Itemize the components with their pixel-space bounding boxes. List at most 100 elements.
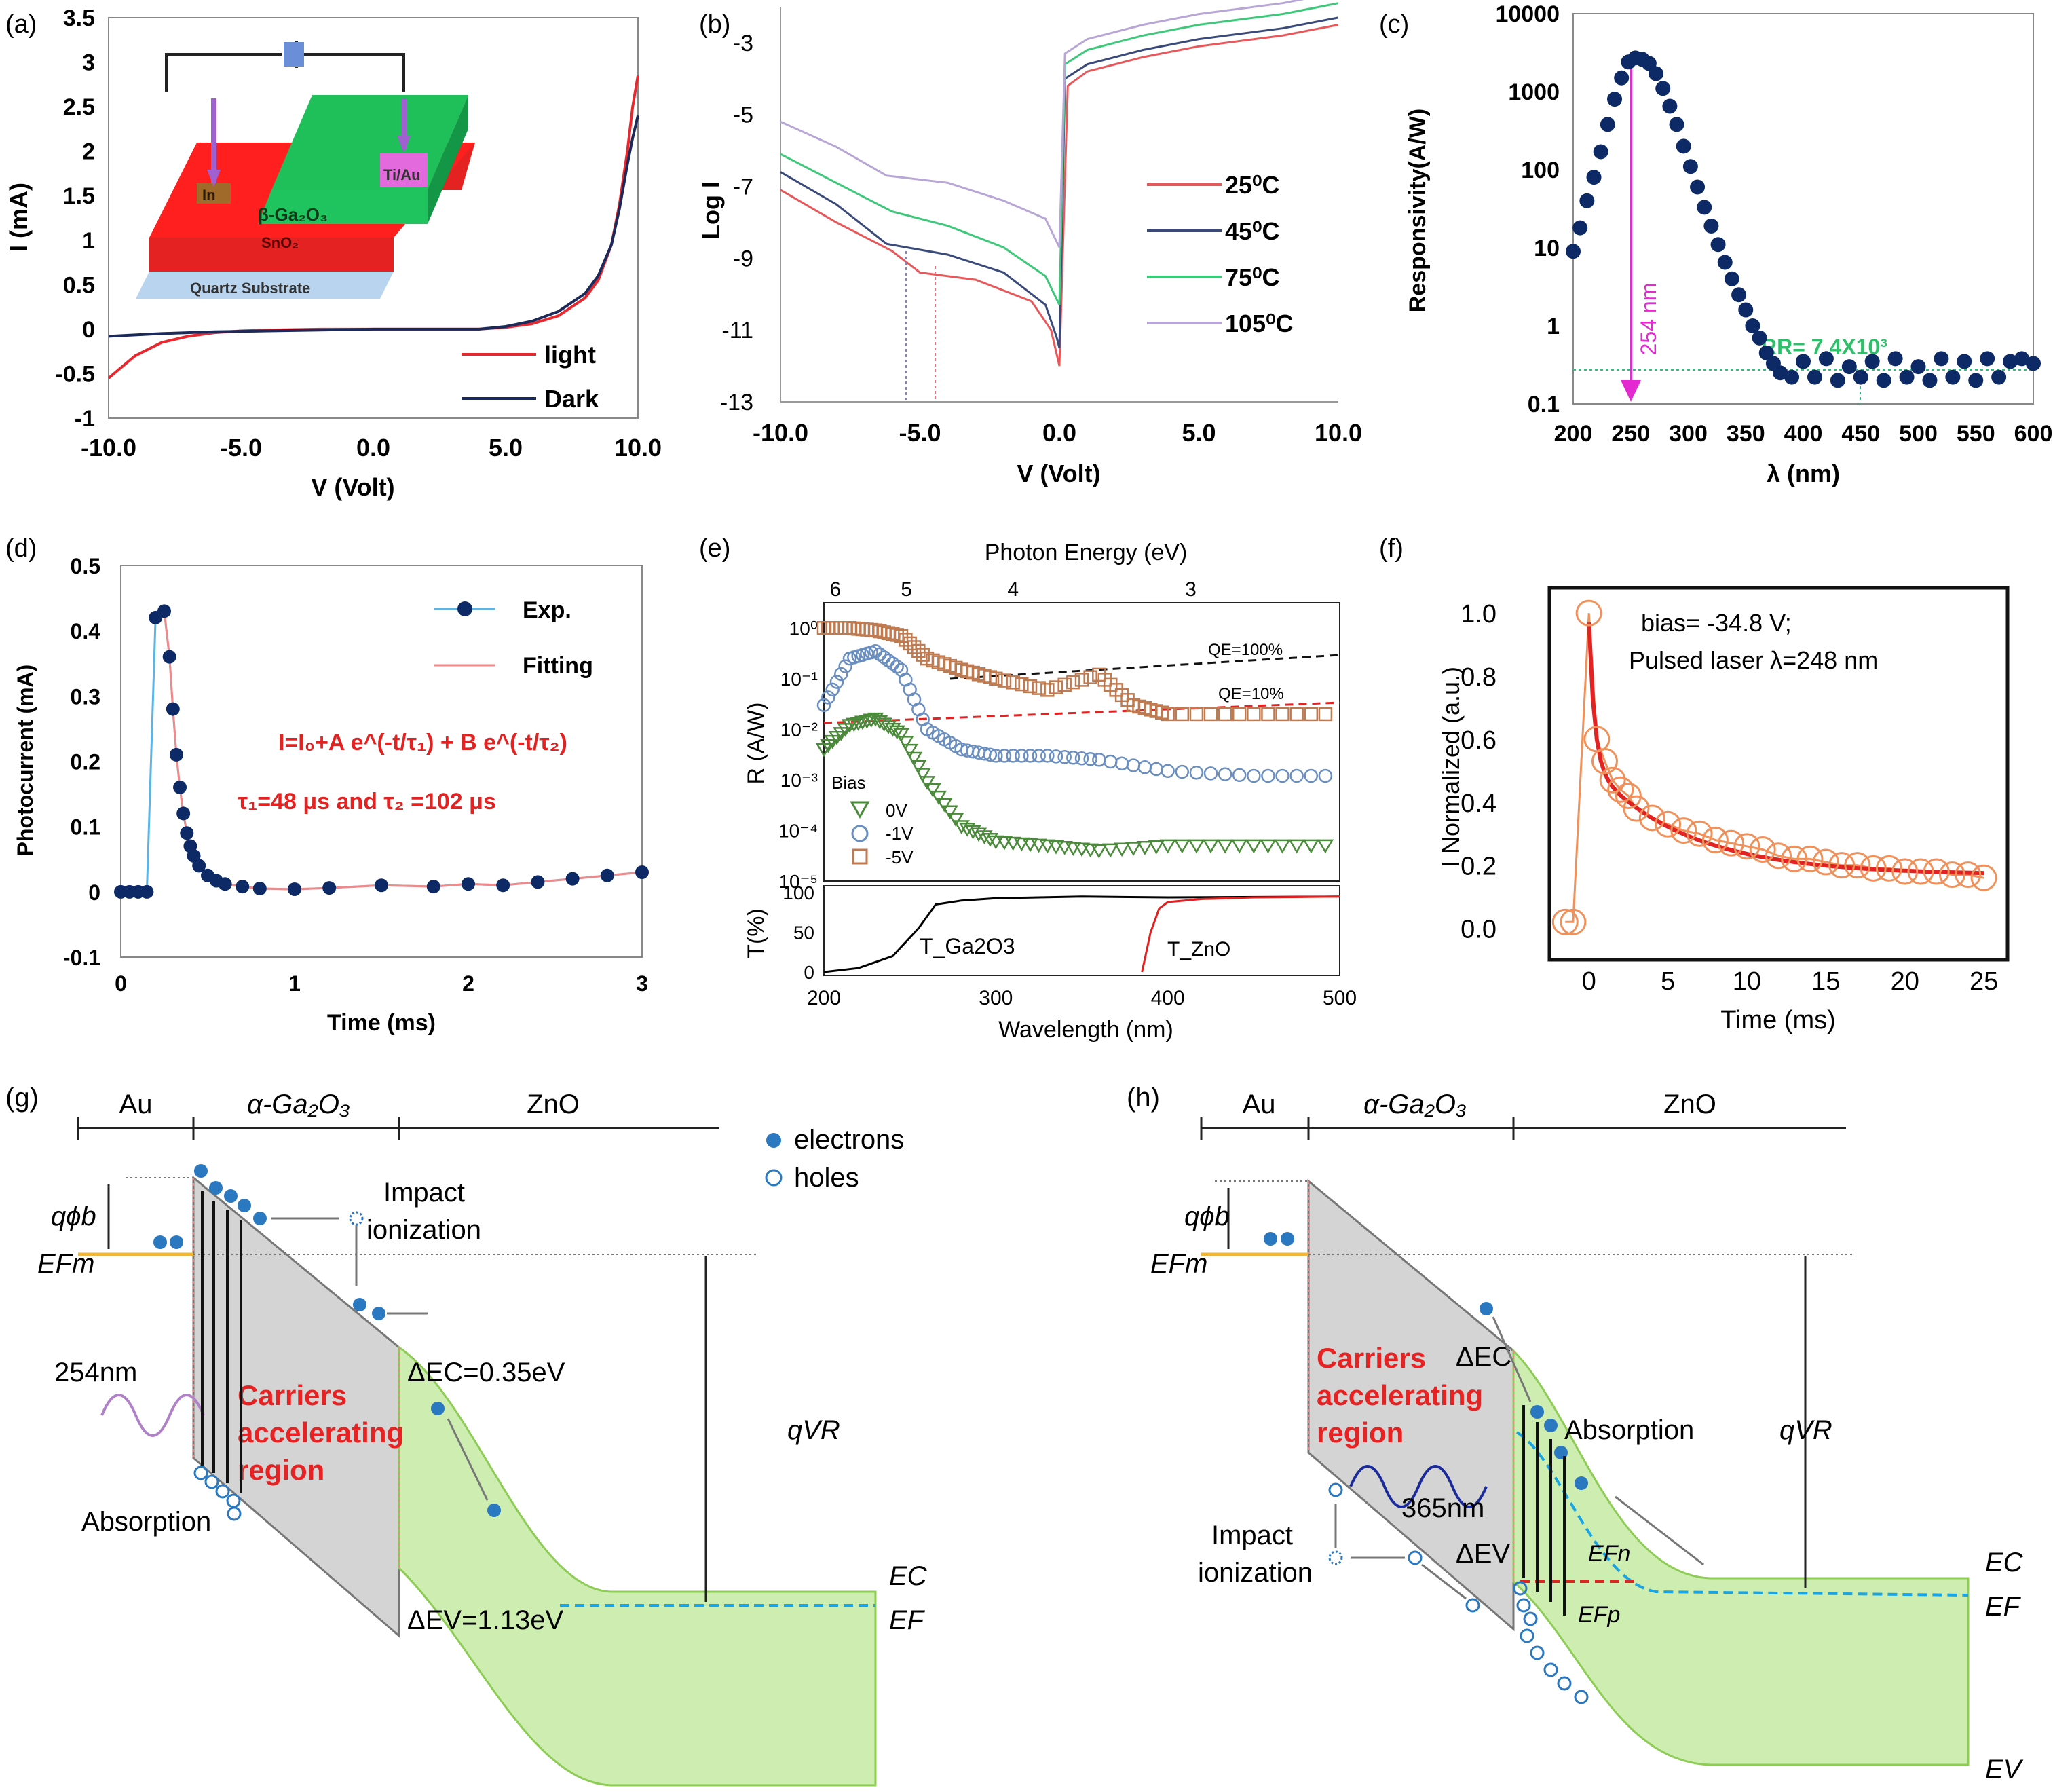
data-point-1v: [834, 667, 848, 682]
ylabel-e: R (A/W): [743, 703, 769, 785]
label-dec-g: ΔEC=0.35eV: [407, 1358, 565, 1387]
data-point-5v: [847, 621, 861, 636]
data-point: [1655, 810, 1682, 838]
zno-band-h: [1512, 1348, 1970, 1766]
data-point: [462, 877, 475, 891]
annotation-laser: Pulsed laser λ=248 nm: [1629, 646, 1878, 674]
panel-h: (h) Au α-Ga₂O₃ ZnO qϕb EFm ΔEC ΔEV Carri…: [1127, 1083, 2024, 1785]
data-point-1v: [1040, 749, 1055, 763]
series-line-t_zno: [1141, 895, 1340, 973]
ytick-label-c: 1000: [1508, 79, 1560, 105]
data-point: [496, 878, 510, 893]
panel-label-a: (a): [5, 10, 37, 39]
data-point: [1841, 359, 1857, 375]
label-acc3-g: region: [238, 1454, 324, 1486]
ytick-label-a: 3: [82, 50, 95, 76]
data-point-0v: [987, 835, 1004, 850]
ytick-label-a: 3.5: [63, 5, 95, 31]
panel-label-g: (g): [5, 1083, 39, 1113]
panel-c: (c) 10000 1000 100 10 1 0.1 200 250 300 350 400 45…: [1379, 1, 2052, 487]
ytick-label-b: -13: [720, 390, 753, 415]
data-point-0v: [1148, 840, 1165, 855]
data-point-1v: [1218, 767, 1232, 781]
data-point: [1615, 783, 1642, 810]
data-point-1v: [989, 749, 1003, 763]
data-point: [2003, 354, 2018, 369]
inset-label-quartz: Quartz Substrate: [190, 280, 310, 297]
legend-marker-0v: [850, 801, 870, 819]
data-point: [1784, 369, 1800, 385]
plot-frame-d: [120, 565, 643, 958]
legend-e: Bias 0V -1V -5V: [831, 772, 914, 867]
data-point: [1669, 117, 1684, 132]
data-point-0v: [897, 736, 914, 750]
data-point-0v: [859, 715, 875, 729]
data-point: [1853, 369, 1868, 385]
data-point-5v: [1304, 707, 1319, 722]
electron: [353, 1298, 366, 1311]
data-point-1v: [1114, 756, 1129, 771]
xlabel-c: λ (nm): [1767, 460, 1840, 487]
xtick-label-c: 400: [1784, 421, 1823, 447]
label-acc2-g: accelerating: [238, 1417, 404, 1449]
panel-b: (b) -3 -5 -7 -9 -11 -13 -10.0 -5.0 0.0 5.0 10.0 V…: [697, 0, 1362, 487]
data-point-0v: [905, 751, 923, 766]
label-au-g: Au: [119, 1089, 153, 1119]
data-point: [1910, 359, 1926, 375]
data-point: [288, 882, 301, 896]
electron: [224, 1189, 238, 1203]
ytick-label-c: 10000: [1495, 1, 1560, 27]
data-point: [1703, 218, 1719, 234]
data-point-1v: [1032, 749, 1046, 763]
data-point-5v: [1006, 675, 1020, 690]
label-ga2o3-g: α-Ga₂O₃: [247, 1089, 350, 1119]
data-point-0v: [1082, 843, 1099, 858]
data-point-1v: [829, 675, 844, 689]
electron: [253, 1212, 267, 1225]
legend-label-1v: -1V: [886, 823, 914, 844]
data-point-0v: [1202, 839, 1220, 854]
data-point: [565, 872, 580, 886]
xtick-label-e: 400: [1151, 987, 1185, 1009]
xlabel-e: Wavelength (nm): [998, 1017, 1173, 1043]
ytick-label-f: 0.8: [1461, 663, 1496, 692]
label-ev-h: EV: [1985, 1755, 2024, 1785]
data-point: [1991, 369, 2007, 385]
electron: [1530, 1405, 1544, 1419]
data-point-0v: [1030, 838, 1047, 853]
data-point-1v: [816, 698, 831, 713]
data-point-5v: [911, 643, 926, 658]
ytick-label-d: 0.3: [71, 684, 100, 709]
data-point-5v: [1218, 707, 1232, 722]
data-point: [1717, 255, 1733, 270]
data-point: [1844, 852, 1871, 879]
ytick-label-d: 0.2: [71, 750, 100, 774]
legend-label-fitting: Fitting: [523, 653, 593, 679]
hole: [215, 1484, 230, 1499]
data-point-1v: [838, 659, 852, 673]
xtick-label-c: 200: [1554, 421, 1593, 447]
data-point: [1682, 159, 1698, 174]
x2label-e: Photon Energy (eV): [985, 540, 1188, 565]
annotation-qe10: QE=10%: [1218, 685, 1284, 703]
electron: [209, 1181, 223, 1195]
electron: [1264, 1232, 1277, 1246]
data-point: [236, 880, 250, 894]
data-point-5v: [829, 621, 844, 635]
xlabel-d: Time (ms): [327, 1010, 436, 1036]
annotation-bias: bias= -34.8 V;: [1641, 609, 1792, 637]
data-point: [157, 604, 171, 618]
data-point: [166, 702, 180, 716]
legend-label-25⁰C: 25⁰C: [1225, 171, 1279, 199]
xtick-label-b: 5.0: [1182, 419, 1216, 447]
data-point: [1697, 200, 1712, 215]
data-point-0v: [976, 830, 993, 844]
xtick-label-c: 300: [1669, 421, 1708, 447]
series-line-25⁰C: [780, 24, 1339, 367]
xtick-label-d: 1: [288, 971, 301, 996]
data-point-5v: [894, 629, 909, 643]
data-point-0v: [958, 823, 976, 837]
probe-tip-right: [397, 136, 411, 153]
data-point-0v: [1216, 839, 1234, 854]
